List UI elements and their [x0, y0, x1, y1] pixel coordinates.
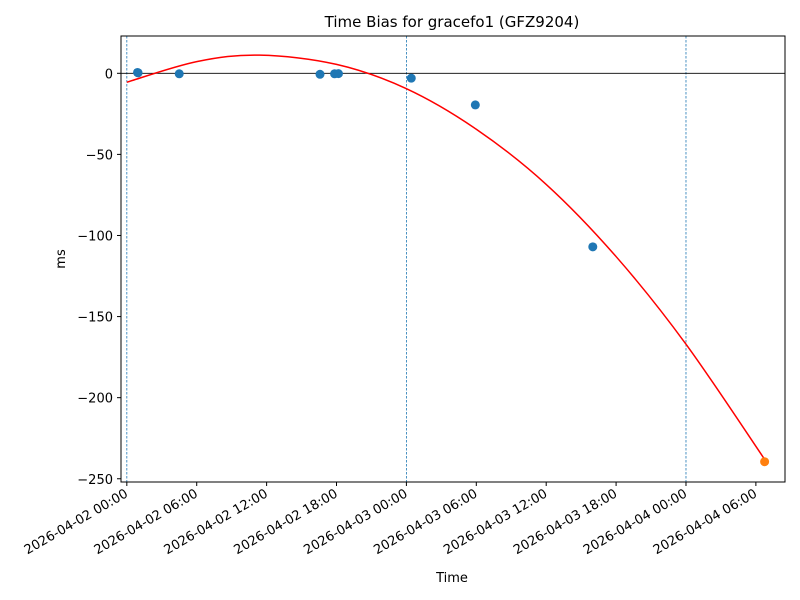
data-point [470, 100, 480, 110]
data-point [588, 242, 598, 252]
y-tick-label: 0 [105, 67, 113, 82]
data-point [133, 68, 143, 78]
x-axis-label: Time [435, 571, 468, 586]
y-tick-label: −50 [86, 148, 113, 163]
plot-area [121, 36, 785, 482]
data-point [406, 73, 416, 83]
data-point [174, 69, 184, 79]
y-tick-label: −100 [77, 229, 113, 244]
data-point [760, 457, 770, 467]
fit-curve [126, 54, 766, 460]
y-axis: 0 −50 −100 −150 −200 −250 [77, 67, 121, 488]
plot-frame [120, 35, 786, 483]
data-point [333, 69, 343, 79]
y-tick-label: −150 [77, 311, 113, 326]
y-tick-label: −250 [77, 473, 113, 488]
y-axis-label: ms [54, 249, 69, 269]
y-tick-label: −200 [77, 392, 113, 407]
chart-title: Time Bias for gracefo1 (GFZ9204) [324, 13, 580, 31]
data-point [315, 69, 325, 79]
